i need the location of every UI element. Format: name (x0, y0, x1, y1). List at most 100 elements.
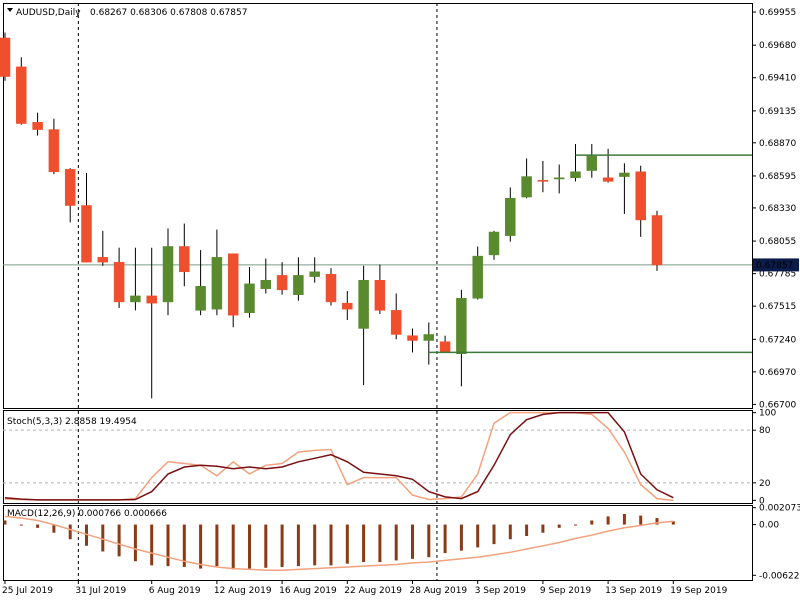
price-tick-label: 0.68595 (759, 172, 796, 182)
bull-candle (619, 172, 630, 177)
bull-candle (472, 255, 483, 299)
macd-tick-label: 0.00 (759, 521, 779, 531)
bear-candle (325, 273, 337, 303)
horizontal-lines (428, 154, 752, 354)
macd-pane-frame (3, 505, 753, 581)
bear-candle (407, 335, 418, 341)
bear-candle (81, 205, 92, 263)
bull-candle (358, 279, 369, 329)
price-tick-label: 0.67785 (759, 270, 796, 280)
stoch-main-line (4, 411, 674, 501)
macd-histogram-bar (248, 524, 251, 569)
stochastic-oscillator (4, 411, 674, 502)
time-axis: 25 Jul 2019 31 Jul 2019 6 Aug 2019 12 Aug 2… (2, 580, 728, 596)
macd-histogram-bar (296, 524, 300, 567)
macd-histogram-bar (199, 524, 203, 569)
bull-candle (162, 246, 174, 303)
macd-histogram-bar (150, 524, 154, 566)
stoch-tick-label: 80 (759, 426, 771, 436)
ohlc-values: 0.68267 0.68306 0.67808 0.67857 (90, 8, 247, 18)
price-tick-label: 0.69680 (759, 41, 796, 51)
time-tick-label: 9 Sep 2019 (540, 586, 592, 596)
bear-candle (374, 279, 386, 311)
stoch-pane-frame (3, 410, 753, 504)
bear-candle (635, 171, 646, 221)
macd-histogram-bar (133, 524, 137, 562)
period-separators (3, 3, 752, 580)
time-tick-label: 12 Aug 2019 (214, 586, 272, 596)
symbol-menu-icon[interactable] (7, 8, 13, 12)
time-tick-label: 3 Sep 2019 (475, 586, 527, 596)
bull-candle (195, 286, 206, 311)
macd-histogram-bar (313, 524, 317, 566)
price-tick-label: 0.67240 (759, 335, 796, 345)
price-tick-label: 0.69135 (759, 107, 796, 117)
price-axis: 0.69955 0.69680 0.69410 0.69135 0.68870 0.685… (752, 8, 800, 581)
time-tick-label: 22 Aug 2019 (344, 586, 402, 596)
macd-tick-label: 0.002073 (759, 504, 800, 514)
macd-histogram-bar (541, 524, 545, 533)
bear-candle (146, 295, 157, 304)
time-tick-label: 28 Aug 2019 (410, 586, 468, 596)
macd-histogram-bar (264, 524, 268, 568)
bear-candle (32, 122, 43, 130)
macd-histogram-bar (443, 524, 447, 554)
price-tick-label: 0.66970 (759, 368, 796, 378)
macd-histogram-bar (476, 524, 480, 548)
macd-tick-label: -0.006223 (759, 571, 800, 581)
time-tick-label: 6 Aug 2019 (149, 586, 201, 596)
macd-histogram-bar (36, 524, 40, 528)
current-price-tag: 0.67857 (753, 258, 799, 272)
macd-histogram-bar (182, 524, 186, 567)
macd-histogram-bar (52, 524, 56, 533)
price-tick-label: 0.68330 (759, 204, 796, 214)
time-tick-label: 31 Jul 2019 (75, 586, 126, 596)
bull-candle (309, 271, 320, 277)
bull-candle (488, 231, 500, 256)
bull-candle (211, 257, 223, 310)
bear-candle (179, 246, 190, 273)
macd-histogram-bar (362, 524, 366, 563)
price-tick-label: 0.68870 (759, 139, 796, 149)
macd-histogram-bar (19, 524, 23, 526)
bear-candle (97, 257, 109, 263)
bear-candle (64, 169, 76, 206)
stoch-tick-label: 20 (759, 479, 771, 489)
macd-histogram-bar (215, 524, 219, 567)
macd-histogram-bar (427, 524, 431, 558)
bull-candle (130, 295, 141, 303)
current-price-tag-box (753, 258, 799, 272)
bear-candle (0, 37, 11, 77)
macd-histogram-bar (345, 524, 349, 564)
macd-histogram-bar (3, 520, 7, 525)
bull-candle (456, 298, 467, 355)
bull-candle (244, 283, 255, 314)
macd-histogram-bar (378, 524, 382, 563)
macd-histogram-bar (574, 524, 577, 526)
macd-histogram-bar (525, 524, 529, 536)
macd-indicator (3, 513, 675, 571)
bear-candle (439, 341, 451, 353)
bull-candle (586, 155, 598, 171)
time-tick-label: 16 Aug 2019 (279, 586, 337, 596)
bull-candle (505, 198, 516, 236)
macd-histogram-bar (117, 524, 121, 557)
main-pane-title: AUDUSD,Daily 0.68267 0.68306 0.67808 0.6… (7, 8, 247, 18)
macd-histogram-bar (671, 521, 675, 525)
bear-candle (276, 275, 288, 291)
macd-histogram-bar (508, 524, 512, 540)
price-tick-label: 0.67515 (759, 302, 796, 312)
macd-histogram-bar (655, 518, 659, 525)
macd-histogram-bar (622, 513, 626, 525)
price-pane-frame (3, 3, 753, 409)
macd-histogram-bar (492, 524, 496, 545)
macd-histogram-bar (557, 524, 561, 528)
macd-histogram-bar (590, 520, 594, 525)
macd-histogram-bar (329, 524, 333, 566)
price-tick-label: 0.68055 (759, 237, 796, 247)
bull-candle (521, 176, 532, 198)
candlestick-series (0, 32, 663, 399)
bear-candle (390, 310, 402, 335)
bear-candle (342, 302, 353, 310)
